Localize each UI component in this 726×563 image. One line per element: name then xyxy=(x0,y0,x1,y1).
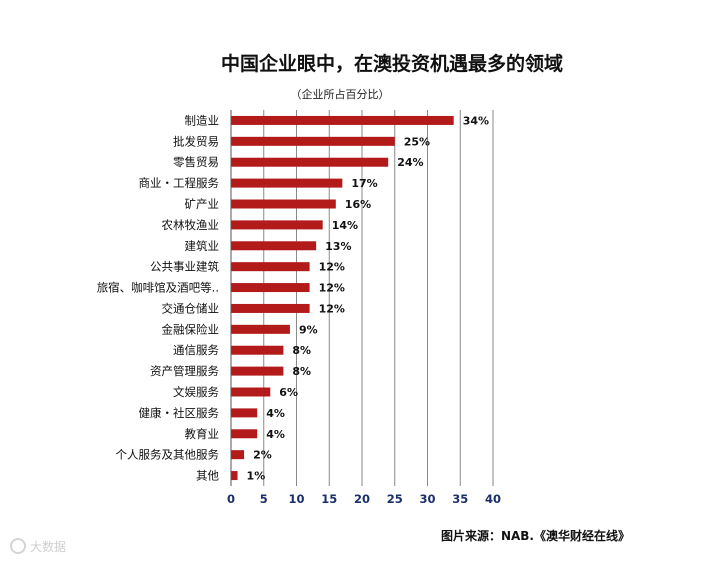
chart-subtitle: （企业所占百分比） xyxy=(291,87,390,101)
x-tick-label: 10 xyxy=(288,492,304,506)
category-label: 个人服务及其他服务 xyxy=(116,448,220,462)
category-label: 批发贸易 xyxy=(173,134,219,148)
bar xyxy=(231,241,317,251)
x-tick-label: 25 xyxy=(387,492,403,506)
data-label: 4% xyxy=(266,407,285,420)
category-label: 矿产业 xyxy=(185,197,220,211)
data-label: 1% xyxy=(247,470,266,483)
bar xyxy=(231,429,258,439)
data-label: 16% xyxy=(345,198,371,211)
data-label: 4% xyxy=(266,428,285,441)
category-label: 文娱服务 xyxy=(173,385,219,399)
watermark: 大数据 xyxy=(10,538,66,554)
x-tick-label: 35 xyxy=(452,492,468,506)
bar xyxy=(231,178,343,188)
bar xyxy=(231,262,310,272)
value-labels: 34%25%24%17%16%14%13%12%12%12%9%8%8%6%4%… xyxy=(247,114,489,482)
data-label: 34% xyxy=(463,114,489,127)
bar xyxy=(231,366,284,376)
data-label: 17% xyxy=(351,177,377,190)
bars xyxy=(231,115,454,481)
bar xyxy=(231,303,310,313)
category-label: 金融保险业 xyxy=(162,322,220,336)
x-tick-label: 5 xyxy=(260,492,268,506)
data-label: 6% xyxy=(279,386,298,399)
bar xyxy=(231,157,389,167)
category-label: 资产管理服务 xyxy=(150,364,219,378)
data-label: 2% xyxy=(253,449,272,462)
category-label: 交通仓储业 xyxy=(162,301,220,315)
category-label: 旅宿、咖啡馆及酒吧等.. xyxy=(97,281,219,295)
data-label: 9% xyxy=(299,323,318,336)
category-label: 商业・工程服务 xyxy=(139,176,220,190)
data-label: 25% xyxy=(404,135,430,148)
bar xyxy=(231,408,258,418)
x-tick-label: 30 xyxy=(419,492,435,506)
bar xyxy=(231,115,454,125)
x-tick-label: 0 xyxy=(227,492,235,506)
bar xyxy=(231,283,310,293)
category-label: 建筑业 xyxy=(185,239,220,253)
watermark-text: 大数据 xyxy=(30,539,66,554)
data-label: 12% xyxy=(319,302,345,315)
data-label: 12% xyxy=(319,261,345,274)
bar xyxy=(231,387,271,397)
watermark-logo-icon xyxy=(10,538,26,554)
chart-title: 中国企业眼中，在澳投资机遇最多的领域 xyxy=(221,52,563,75)
bar xyxy=(231,345,284,355)
data-label: 13% xyxy=(325,240,351,253)
x-axis-ticks: 0 5 10 15 20 25 30 35 40 xyxy=(227,492,501,506)
bar xyxy=(231,450,245,460)
grid xyxy=(263,110,494,486)
data-label: 12% xyxy=(319,282,345,295)
source-note: 图片来源：NAB.《澳华财经在线》 xyxy=(441,528,630,543)
data-label: 14% xyxy=(332,219,358,232)
category-label: 零售贸易 xyxy=(173,155,219,169)
category-label: 通信服务 xyxy=(173,343,219,357)
category-label: 其他 xyxy=(196,469,219,483)
x-tick-label: 40 xyxy=(485,492,501,506)
category-label: 农林牧渔业 xyxy=(162,218,220,232)
data-label: 8% xyxy=(292,344,311,357)
category-label: 公共事业建筑 xyxy=(150,260,219,274)
data-label: 24% xyxy=(397,156,423,169)
x-tick-label: 20 xyxy=(354,492,370,506)
category-label: 制造业 xyxy=(185,113,220,127)
category-labels: 制造业批发贸易零售贸易商业・工程服务矿产业农林牧渔业建筑业公共事业建筑旅宿、咖啡… xyxy=(97,113,220,482)
data-label: 8% xyxy=(292,365,311,378)
bar xyxy=(231,220,323,230)
bar xyxy=(231,471,238,481)
category-label: 教育业 xyxy=(185,427,220,441)
category-label: 健康・社区服务 xyxy=(139,406,220,420)
bar xyxy=(231,324,290,334)
bar xyxy=(231,199,336,209)
x-tick-label: 15 xyxy=(321,492,337,506)
bar xyxy=(231,136,395,146)
